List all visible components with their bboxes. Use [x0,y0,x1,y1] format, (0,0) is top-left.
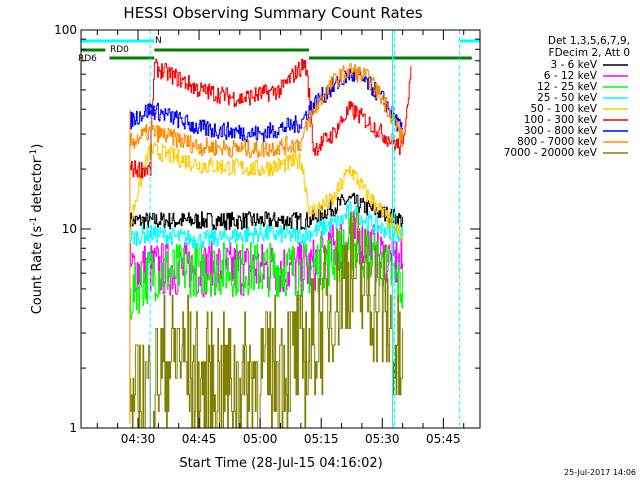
marker-layer: N RD0 RD6 [78,30,480,428]
footer-date: 25-Jul-2017 14:06 [564,468,636,477]
series-trace [129,63,404,158]
legend-entry-label: 3 - 6 keV [550,59,597,71]
flag-label-rd6: RD6 [78,54,97,64]
y-tick-label: 100 [54,23,77,37]
flag-label-n: N [155,36,162,46]
y-tick-label: 1 [69,421,77,435]
x-axis-label: Start Time (28-Jul-15 04:16:02) [179,456,382,471]
x-tick-label: 05:15 [304,432,339,446]
legend-entry-label: 50 - 100 keV [530,103,597,115]
legend: Det 1,3,5,6,7,9, FDecim 2, Att 0 3 - 6 k… [504,35,630,159]
legend-entry-label: 25 - 50 keV [537,92,598,104]
series-trace [129,192,404,231]
legend-entry-label: 7000 - 20000 keV [504,147,598,159]
legend-entry-label: 100 - 300 keV [524,114,598,126]
legend-entry-label: 800 - 7000 keV [517,136,598,148]
x-tick-label: 05:30 [365,432,400,446]
chart-title: HESSI Observing Summary Count Rates [123,4,422,22]
legend-header-line-2: FDecim 2, Att 0 [549,47,630,59]
x-tick-label: 04:45 [182,432,217,446]
x-tick-label: 05:45 [426,432,461,446]
legend-entry-label: 300 - 800 keV [524,125,598,137]
y-axis-label-exponent-1: -1 [29,217,39,226]
x-tick-label: 05:00 [243,432,278,446]
y-axis-label-detector: detector [30,157,45,217]
x-tick-label: 04:30 [121,432,156,446]
flag-label-rd0: RD0 [110,45,129,55]
y-axis-label-main: Count Rate (s [30,226,45,315]
y-tick-label: 10 [62,222,77,236]
y-axis: 1 10 100 [54,23,480,435]
series-trace [129,58,412,179]
y-axis-label: Count Rate (s-1 detector-1) [29,144,45,315]
legend-entry-label: 12 - 25 keV [537,81,598,93]
y-axis-label-exponent-2: -1 [29,149,39,158]
data-layer [129,58,412,429]
series-trace [129,217,404,320]
series-trace [129,201,404,249]
x-axis: 04:30 04:45 05:00 05:15 05:30 05:45 [96,30,465,446]
legend-entry-label: 6 - 12 keV [544,70,598,82]
y-axis-label-close: ) [30,144,45,149]
legend-header-line-1: Det 1,3,5,6,7,9, [548,35,630,47]
series-trace [129,211,404,429]
series-trace [129,142,404,242]
